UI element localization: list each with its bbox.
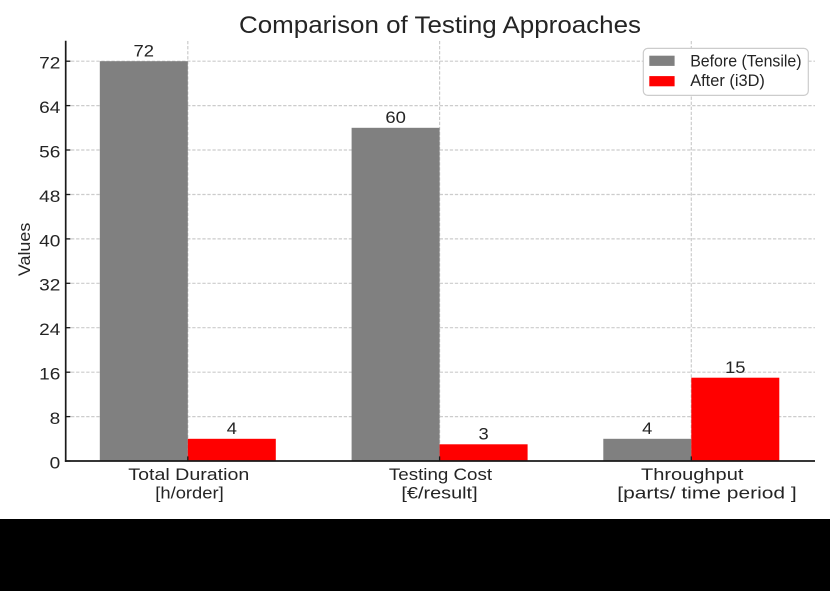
svg-text:64: 64 [39,98,60,117]
svg-text:4: 4 [227,419,237,438]
svg-text:4: 4 [642,419,652,438]
svg-text:3: 3 [479,424,489,443]
svg-text:Total Duration: Total Duration [128,465,249,484]
svg-text:56: 56 [39,142,60,161]
svg-text:Comparison of Testing Approach: Comparison of Testing Approaches [239,12,641,39]
svg-text:Before (Tensile): Before (Tensile) [690,52,801,71]
svg-text:Testing Cost: Testing Cost [389,465,492,484]
svg-text:0: 0 [50,453,61,472]
svg-text:[€/result]: [€/result] [401,484,477,503]
svg-text:72: 72 [39,54,60,73]
svg-text:24: 24 [39,320,60,339]
svg-text:[h/order]: [h/order] [155,484,223,503]
svg-text:60: 60 [385,108,406,127]
svg-text:48: 48 [39,187,60,206]
svg-text:40: 40 [39,231,60,250]
svg-text:Throughput: Throughput [641,465,744,484]
svg-text:72: 72 [134,41,155,60]
svg-text:8: 8 [50,409,61,428]
svg-text:15: 15 [725,358,746,377]
svg-text:Values: Values [15,223,34,277]
svg-text:32: 32 [39,276,60,295]
svg-text:After (i3D): After (i3D) [690,71,765,90]
svg-text:16: 16 [39,365,60,384]
svg-text:[parts/ time period ]: [parts/ time period ] [617,484,797,503]
